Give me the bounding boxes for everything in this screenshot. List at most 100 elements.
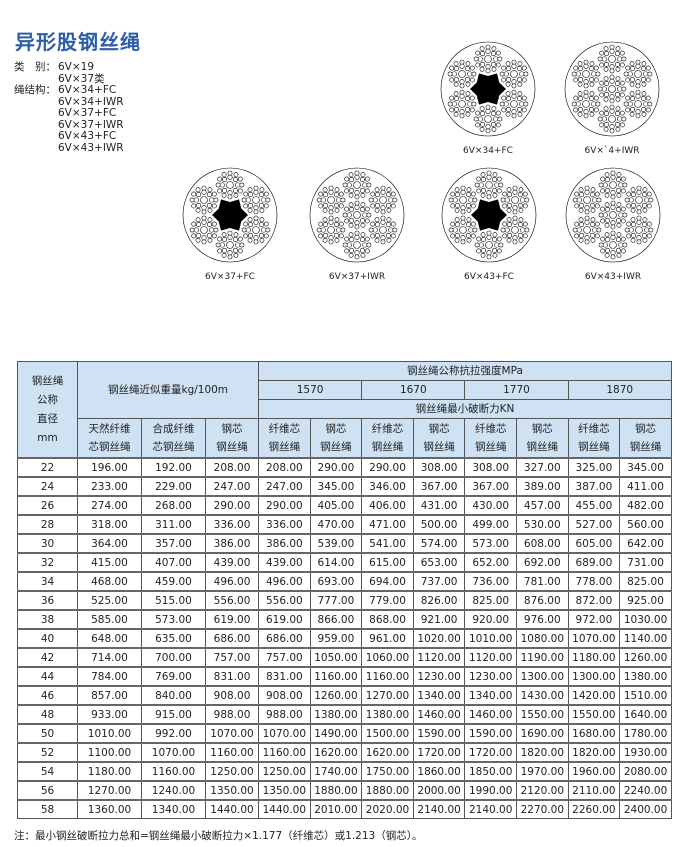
subheader-line: 钢丝绳 bbox=[371, 441, 404, 453]
value-cell: 925.00 bbox=[619, 590, 672, 611]
value-cell: 290.00 bbox=[204, 495, 260, 516]
value-cell: 1260.00 bbox=[309, 685, 363, 706]
value-cell: 908.00 bbox=[204, 685, 260, 706]
table-section: 钢丝绳 公称 直径 mm 钢丝绳近似重量kg/100m 钢丝绳公称抗拉强度MPa 15… bbox=[14, 361, 672, 843]
value-cell: 1720.00 bbox=[412, 742, 466, 763]
rope-diagram: 6V×43+IWR bbox=[553, 166, 673, 282]
force-col-header: 钢芯 钢丝绳 bbox=[516, 418, 569, 459]
force-col-header: 钢芯 钢丝绳 bbox=[412, 418, 466, 459]
diameter-header: 钢丝绳 公称 直径 mm bbox=[17, 361, 78, 459]
value-cell: 1180.00 bbox=[77, 761, 142, 782]
value-cell: 415.00 bbox=[77, 552, 142, 573]
diameter-header-line: 公称 bbox=[37, 393, 58, 406]
value-cell: 868.00 bbox=[361, 609, 414, 630]
value-cell: 872.00 bbox=[567, 590, 621, 611]
value-cell: 1880.00 bbox=[361, 780, 414, 801]
grade-1770: 1770 bbox=[464, 380, 569, 400]
diagram-label: 6V×37+IWR bbox=[328, 272, 386, 282]
value-cell: 1070.00 bbox=[204, 723, 260, 744]
value-cell: 1260.00 bbox=[619, 647, 672, 668]
value-cell: 1240.00 bbox=[141, 780, 206, 801]
value-cell: 784.00 bbox=[77, 666, 142, 687]
value-cell: 2240.00 bbox=[619, 780, 672, 801]
value-cell: 2000.00 bbox=[412, 780, 466, 801]
subheader-line: 钢丝绳 bbox=[578, 441, 610, 453]
structure-value: 6V×34+IWR bbox=[58, 95, 124, 108]
value-cell: 1300.00 bbox=[567, 666, 621, 687]
rope-diagram: 6V×37+FC bbox=[170, 166, 290, 282]
value-cell: 345.00 bbox=[309, 476, 363, 497]
weight-col-header: 钢芯 钢丝绳 bbox=[204, 418, 260, 459]
value-cell: 1140.00 bbox=[619, 628, 672, 649]
value-cell: 1070.00 bbox=[258, 723, 311, 744]
value-cell: 539.00 bbox=[309, 533, 363, 554]
value-cell: 1030.00 bbox=[619, 609, 672, 630]
rope-cross-section-icon bbox=[182, 167, 278, 263]
value-cell: 585.00 bbox=[77, 609, 142, 630]
value-cell: 1590.00 bbox=[464, 723, 517, 744]
value-cell: 686.00 bbox=[258, 628, 311, 649]
value-cell: 1720.00 bbox=[464, 742, 517, 763]
value-cell: 777.00 bbox=[309, 590, 363, 611]
subheader-line: 纤维芯 bbox=[578, 423, 610, 435]
table-row: 56 1270.00 1240.00 1350.00 1350.00 1880.00 188… bbox=[17, 780, 672, 801]
force-col-header: 钢芯 钢丝绳 bbox=[309, 418, 363, 459]
subheader-line: 钢芯 bbox=[531, 423, 553, 435]
value-cell: 1930.00 bbox=[619, 742, 672, 763]
category-value: 6V×19 bbox=[58, 61, 95, 73]
diameter-cell: 38 bbox=[17, 609, 78, 630]
subheader-line: 钢丝绳 bbox=[268, 441, 301, 453]
value-cell: 308.00 bbox=[412, 457, 466, 478]
value-cell: 386.00 bbox=[204, 533, 260, 554]
value-cell: 247.00 bbox=[204, 476, 260, 497]
value-cell: 457.00 bbox=[516, 495, 569, 516]
value-cell: 831.00 bbox=[204, 666, 260, 687]
diameter-cell: 46 bbox=[17, 685, 78, 706]
table-row: 34 468.00 459.00 496.00 496.00 693.00 694.00 73… bbox=[17, 571, 672, 592]
diameter-cell: 28 bbox=[17, 514, 78, 535]
value-cell: 327.00 bbox=[516, 457, 569, 478]
diameter-cell: 58 bbox=[17, 799, 78, 819]
value-cell: 1010.00 bbox=[464, 628, 517, 649]
value-cell: 274.00 bbox=[77, 495, 142, 516]
value-cell: 1340.00 bbox=[141, 799, 206, 819]
value-cell: 407.00 bbox=[141, 552, 206, 573]
value-cell: 1750.00 bbox=[361, 761, 414, 782]
table-row: 28 318.00 311.00 336.00 336.00 470.00 471.00 50… bbox=[17, 514, 672, 535]
value-cell: 431.00 bbox=[412, 495, 466, 516]
value-cell: 876.00 bbox=[516, 590, 569, 611]
value-cell: 2110.00 bbox=[567, 780, 621, 801]
force-col-header: 纤维芯 钢丝绳 bbox=[361, 418, 414, 459]
diameter-cell: 26 bbox=[17, 495, 78, 516]
value-cell: 229.00 bbox=[141, 476, 206, 497]
table-row: 58 1360.00 1340.00 1440.00 1440.00 2010.00 202… bbox=[17, 799, 672, 819]
value-cell: 556.00 bbox=[258, 590, 311, 611]
value-cell: 2140.00 bbox=[412, 799, 466, 819]
structure-value: 6V×37+IWR bbox=[58, 118, 124, 131]
value-cell: 573.00 bbox=[141, 609, 206, 630]
diameter-cell: 40 bbox=[17, 628, 78, 649]
subheader-line: 钢芯 bbox=[428, 423, 450, 435]
subheader-line: 钢丝绳 bbox=[526, 441, 559, 453]
value-cell: 908.00 bbox=[258, 685, 311, 706]
value-cell: 357.00 bbox=[141, 533, 206, 554]
value-cell: 2080.00 bbox=[619, 761, 672, 782]
value-cell: 692.00 bbox=[516, 552, 569, 573]
value-cell: 290.00 bbox=[258, 495, 311, 516]
value-cell: 2400.00 bbox=[619, 799, 672, 819]
value-cell: 1340.00 bbox=[412, 685, 466, 706]
value-cell: 1380.00 bbox=[361, 704, 414, 725]
value-cell: 1250.00 bbox=[204, 761, 260, 782]
value-cell: 648.00 bbox=[77, 628, 142, 649]
value-cell: 1850.00 bbox=[464, 761, 517, 782]
value-cell: 1640.00 bbox=[619, 704, 672, 725]
value-cell: 318.00 bbox=[77, 514, 142, 535]
value-cell: 336.00 bbox=[258, 514, 311, 535]
value-cell: 482.00 bbox=[619, 495, 672, 516]
value-cell: 1680.00 bbox=[567, 723, 621, 744]
value-cell: 831.00 bbox=[258, 666, 311, 687]
value-cell: 1120.00 bbox=[464, 647, 517, 668]
value-cell: 1440.00 bbox=[258, 799, 311, 819]
value-cell: 541.00 bbox=[361, 533, 414, 554]
value-cell: 915.00 bbox=[141, 704, 206, 725]
